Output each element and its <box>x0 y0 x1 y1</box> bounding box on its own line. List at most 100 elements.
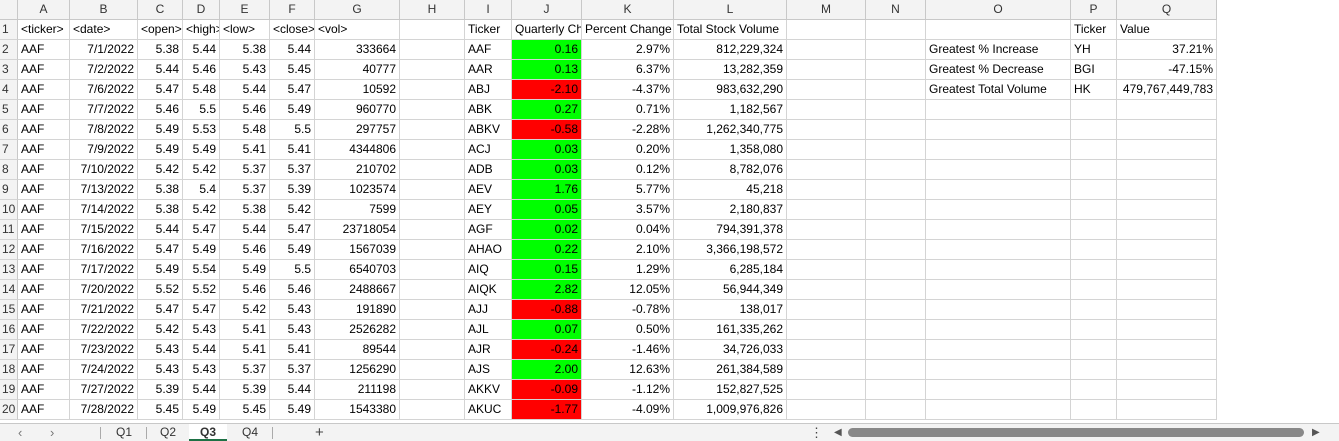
raw-data-cell[interactable]: 5.45 <box>220 400 270 420</box>
raw-data-cell[interactable]: AAF <box>18 120 70 140</box>
grid-cell[interactable] <box>787 240 866 260</box>
total-volume-cell[interactable]: 161,335,262 <box>674 320 787 340</box>
grid-cell[interactable] <box>400 220 465 240</box>
grid-cell[interactable] <box>787 160 866 180</box>
grid-cell[interactable] <box>926 160 1071 180</box>
row-header-19[interactable]: 19 <box>0 380 18 400</box>
grid-cell[interactable] <box>926 200 1071 220</box>
percent-change-cell[interactable]: 6.37% <box>582 60 674 80</box>
select-all-corner[interactable] <box>0 0 18 20</box>
row-header-3[interactable]: 3 <box>0 60 18 80</box>
raw-data-cell[interactable]: AAF <box>18 140 70 160</box>
raw-data-cell[interactable]: 5.45 <box>270 60 315 80</box>
grid-cell[interactable] <box>787 340 866 360</box>
grid-cell[interactable] <box>926 180 1071 200</box>
raw-data-cell[interactable]: 5.47 <box>183 220 220 240</box>
raw-data-cell[interactable]: 5.48 <box>220 120 270 140</box>
raw-data-cell[interactable]: 5.43 <box>270 320 315 340</box>
raw-data-cell[interactable]: AAF <box>18 80 70 100</box>
grid-cell[interactable] <box>400 360 465 380</box>
row-header-18[interactable]: 18 <box>0 360 18 380</box>
raw-data-cell[interactable]: 5.49 <box>270 400 315 420</box>
raw-data-cell[interactable]: 5.44 <box>270 40 315 60</box>
raw-data-cell[interactable]: 6540703 <box>315 260 400 280</box>
percent-change-cell[interactable]: -1.12% <box>582 380 674 400</box>
raw-data-cell[interactable]: 960770 <box>315 100 400 120</box>
grid-cell[interactable] <box>866 180 926 200</box>
grid-cell[interactable] <box>1071 200 1117 220</box>
percent-change-cell[interactable]: 12.63% <box>582 360 674 380</box>
grid-cell[interactable] <box>400 240 465 260</box>
summary-ticker-cell[interactable]: ADB <box>465 160 512 180</box>
grid-cell[interactable] <box>787 360 866 380</box>
column-header-c[interactable]: C <box>138 0 183 20</box>
grid-cell[interactable] <box>400 140 465 160</box>
raw-data-cell[interactable]: AAF <box>18 300 70 320</box>
raw-data-cell[interactable]: 5.47 <box>183 300 220 320</box>
raw-data-cell[interactable]: 1543380 <box>315 400 400 420</box>
prev-sheet-icon[interactable]: ‹ <box>18 425 23 440</box>
total-volume-cell[interactable]: 138,017 <box>674 300 787 320</box>
row-header-7[interactable]: 7 <box>0 140 18 160</box>
quarterly-change-cell[interactable]: -1.77 <box>512 400 582 420</box>
raw-data-cell[interactable]: 5.37 <box>220 180 270 200</box>
raw-header-cell[interactable]: <ticker> <box>18 20 70 40</box>
grid-cell[interactable] <box>1071 360 1117 380</box>
row-header-1[interactable]: 1 <box>0 20 18 40</box>
raw-data-cell[interactable]: 5.44 <box>270 380 315 400</box>
raw-data-cell[interactable]: 89544 <box>315 340 400 360</box>
summary-ticker-cell[interactable]: ABJ <box>465 80 512 100</box>
grid-cell[interactable] <box>866 80 926 100</box>
percent-change-cell[interactable]: 2.10% <box>582 240 674 260</box>
raw-data-cell[interactable]: AAF <box>18 220 70 240</box>
raw-data-cell[interactable]: 333664 <box>315 40 400 60</box>
raw-data-cell[interactable]: 5.42 <box>183 200 220 220</box>
grid-cell[interactable] <box>1117 340 1217 360</box>
grid-cell[interactable] <box>1117 260 1217 280</box>
raw-header-cell[interactable]: <high> <box>183 20 220 40</box>
raw-data-cell[interactable]: 5.42 <box>183 160 220 180</box>
raw-data-cell[interactable]: 5.46 <box>183 60 220 80</box>
raw-data-cell[interactable]: 5.37 <box>220 160 270 180</box>
greatest-value-cell[interactable]: 37.21% <box>1117 40 1217 60</box>
raw-data-cell[interactable]: 7/9/2022 <box>70 140 138 160</box>
grid-cell[interactable] <box>787 320 866 340</box>
raw-data-cell[interactable]: 7/15/2022 <box>70 220 138 240</box>
raw-data-cell[interactable]: 7/16/2022 <box>70 240 138 260</box>
raw-data-cell[interactable]: 7/8/2022 <box>70 120 138 140</box>
quarterly-change-cell[interactable]: -2.10 <box>512 80 582 100</box>
raw-data-cell[interactable]: 297757 <box>315 120 400 140</box>
grid-cell[interactable] <box>926 380 1071 400</box>
grid-cell[interactable] <box>1071 380 1117 400</box>
raw-data-cell[interactable]: 40777 <box>315 60 400 80</box>
summary-ticker-cell[interactable]: AGF <box>465 220 512 240</box>
summary-ticker-cell[interactable]: AJJ <box>465 300 512 320</box>
raw-data-cell[interactable]: 5.43 <box>138 340 183 360</box>
grid-cell[interactable] <box>400 320 465 340</box>
raw-data-cell[interactable]: 5.49 <box>138 140 183 160</box>
grid-cell[interactable] <box>400 380 465 400</box>
row-header-5[interactable]: 5 <box>0 100 18 120</box>
greatest-value-cell[interactable]: 479,767,449,783 <box>1117 80 1217 100</box>
spreadsheet-grid[interactable]: A B C D E F G H I J K L M N O P Q 1 2 3 4 5 6 7 8 9 10 11 12 13 14 15 16… <box>0 0 1339 423</box>
raw-data-cell[interactable]: 5.47 <box>270 80 315 100</box>
quarterly-change-cell[interactable]: 0.16 <box>512 40 582 60</box>
grid-cell[interactable] <box>866 260 926 280</box>
raw-data-cell[interactable]: 7/17/2022 <box>70 260 138 280</box>
summary-ticker-cell[interactable]: AJL <box>465 320 512 340</box>
grid-cell[interactable] <box>1071 100 1117 120</box>
total-volume-cell[interactable]: 812,229,324 <box>674 40 787 60</box>
quarterly-change-cell[interactable]: -0.09 <box>512 380 582 400</box>
row-header-9[interactable]: 9 <box>0 180 18 200</box>
raw-data-cell[interactable]: 5.44 <box>183 380 220 400</box>
raw-data-cell[interactable]: 5.43 <box>183 360 220 380</box>
raw-data-cell[interactable]: 7/14/2022 <box>70 200 138 220</box>
raw-data-cell[interactable]: 5.45 <box>138 400 183 420</box>
total-volume-cell[interactable]: 6,285,184 <box>674 260 787 280</box>
raw-data-cell[interactable]: 5.5 <box>270 260 315 280</box>
total-volume-cell[interactable]: 1,262,340,775 <box>674 120 787 140</box>
grid-cell[interactable] <box>400 180 465 200</box>
grid-cell[interactable] <box>1117 240 1217 260</box>
raw-data-cell[interactable]: 211198 <box>315 380 400 400</box>
row-header-15[interactable]: 15 <box>0 300 18 320</box>
